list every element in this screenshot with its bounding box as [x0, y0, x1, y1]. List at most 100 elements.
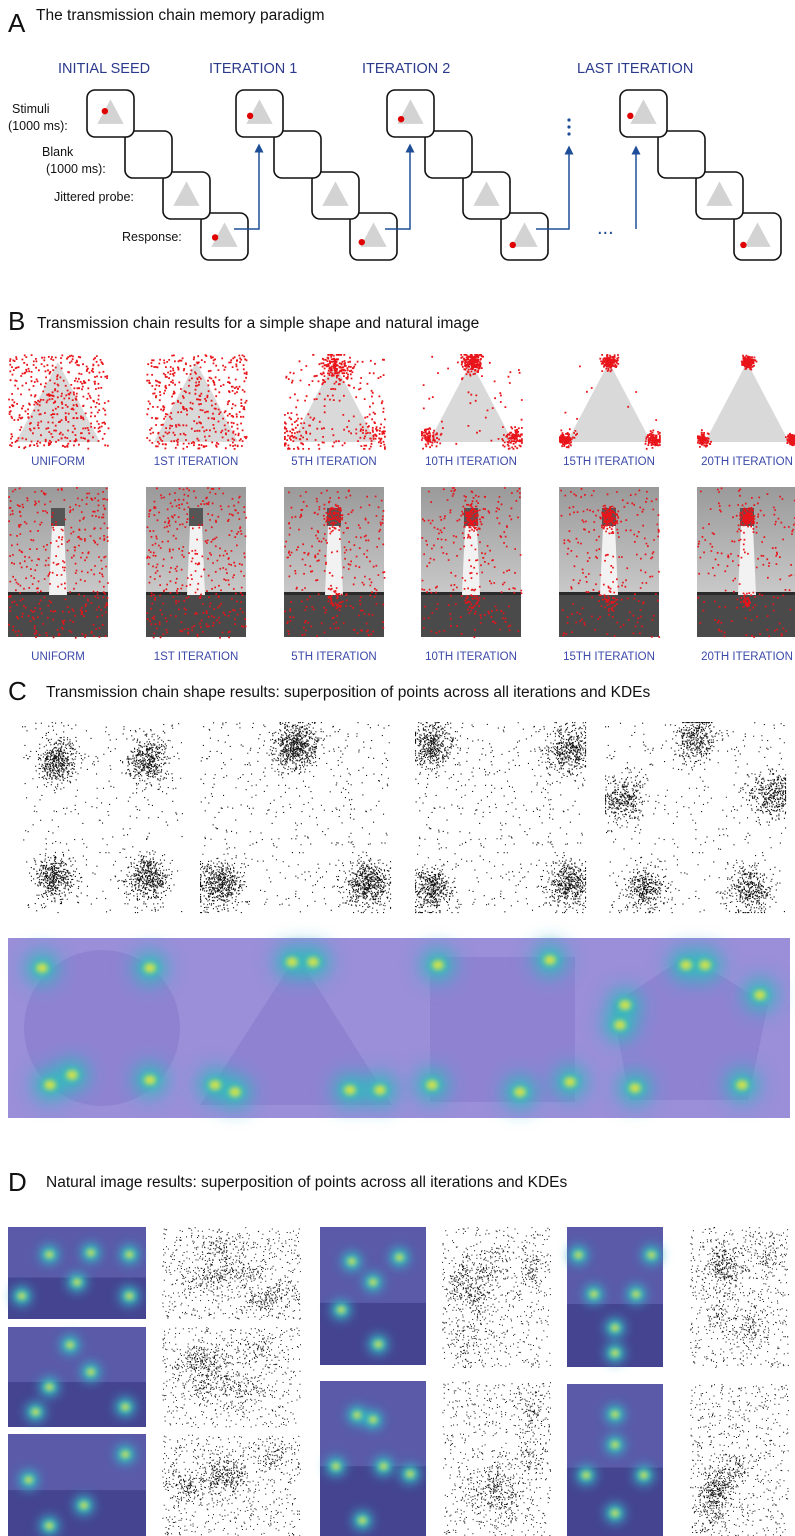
kde-density-peak	[31, 959, 53, 977]
triangle-stimulus	[246, 99, 273, 124]
scatter-points	[284, 354, 386, 450]
kde-density-peak	[118, 1448, 133, 1461]
column-label-iteration-1: ITERATION 1	[209, 61, 297, 77]
natural-image-grid	[8, 1227, 789, 1536]
image-scatter-tile	[690, 1384, 789, 1536]
triangle-stimulus	[211, 222, 238, 247]
triangle-stimulus	[16, 362, 100, 442]
lighthouse-lantern	[51, 508, 65, 526]
image-kde-tile	[8, 1227, 146, 1319]
image-kde-tile	[565, 1227, 665, 1367]
kde-density-peak	[644, 1249, 659, 1261]
trial-stack	[386, 89, 549, 261]
lighthouse-tower	[187, 526, 205, 595]
kde-density-peak	[334, 1303, 349, 1316]
scatter-points	[162, 1434, 301, 1536]
kde-density-peak	[39, 1076, 61, 1094]
vertical-ellipsis	[567, 118, 571, 136]
kde-density-peak	[371, 1338, 386, 1351]
row-label-stimuli-duration: (1000 ms):	[8, 119, 68, 133]
response-frame	[200, 212, 249, 261]
kde-density-peak	[204, 1076, 226, 1094]
image-scatter-tile	[162, 1327, 301, 1428]
panel-b-letter: B	[8, 306, 25, 336]
shape-iteration-caption: 15TH ITERATION	[563, 456, 655, 468]
remembered-location-dot	[509, 241, 516, 249]
stimulus-frame	[235, 89, 284, 138]
lighthouse-photo-ground	[559, 595, 659, 637]
kde-tile-peaks	[579, 1408, 651, 1520]
kde-tile-peaks	[334, 1251, 407, 1351]
kde-density-peak	[83, 1246, 98, 1259]
blank-frame	[424, 130, 473, 179]
kde-density-peak	[608, 1321, 622, 1334]
shape-iteration-caption: 20TH ITERATION	[701, 456, 793, 468]
trial-stack	[86, 89, 249, 261]
image-iteration-caption: 5TH ITERATION	[291, 651, 376, 663]
kde-density-peak	[224, 1083, 246, 1101]
kde-density-peak	[328, 1460, 343, 1473]
triangle-stimulus	[706, 181, 733, 206]
row-label-response: Response:	[122, 230, 182, 244]
kde-density-peak	[629, 1288, 644, 1301]
kde-density-peak	[42, 1381, 57, 1393]
feedback-arrow	[536, 145, 574, 230]
lighthouse-tower	[738, 526, 756, 595]
lighthouse-photo-ground	[421, 595, 521, 637]
response-frame	[500, 212, 549, 261]
image-scatter-tile	[162, 1227, 301, 1320]
image-iteration-row: UNIFORM 1ST ITERATION 5TH ITERATION 10TH IT…	[8, 487, 795, 663]
kde-density-peak	[539, 951, 561, 969]
triangle-stimulus	[511, 222, 538, 247]
scatter-points	[605, 722, 787, 914]
kde-density-peak	[403, 1468, 418, 1480]
kde-peaks	[31, 951, 771, 1101]
kde-density-peak	[586, 1288, 601, 1301]
stimulus-frame	[86, 89, 135, 138]
scatter-points	[442, 1227, 551, 1368]
kde-density-peak	[509, 1083, 531, 1101]
pentagon-outline	[612, 955, 768, 1100]
kde-tile-peaks	[28, 1339, 133, 1418]
stimulus-frame	[619, 89, 668, 138]
triangle-stimulus	[360, 222, 387, 247]
kde-density-peak	[608, 1408, 622, 1421]
kde-density-peak	[70, 1276, 84, 1289]
triangle-stimulus	[173, 181, 200, 206]
triangle-stimulus	[292, 362, 376, 442]
row-label-stimuli: Stimuli	[12, 102, 50, 116]
kde-density-peak	[14, 1290, 29, 1302]
kde-density-peak	[675, 956, 697, 974]
kde-density-peak	[61, 1066, 83, 1084]
kde-density-peak	[350, 1409, 365, 1422]
scatter-points	[690, 1227, 789, 1368]
kde-density-peak	[366, 1413, 380, 1426]
kde-tile-peaks	[571, 1249, 659, 1359]
triangle-stimulus	[322, 181, 349, 206]
shape-iteration-cell: UNIFORM	[8, 354, 110, 468]
image-scatter-tile	[442, 1381, 551, 1536]
remembered-location-dot	[211, 234, 219, 241]
shape-iteration-caption: 10TH ITERATION	[425, 456, 517, 468]
shape-scatter-cell	[415, 722, 587, 914]
kde-density-peak	[608, 1438, 622, 1451]
kde-density-peak	[608, 1507, 622, 1520]
remembered-location-dot	[627, 112, 634, 120]
kde-density-peak	[392, 1251, 407, 1264]
image-iteration-cell: 20TH ITERATION	[697, 487, 795, 663]
kde-density-peak	[122, 1248, 137, 1261]
probe-frame	[462, 171, 511, 220]
triangle-outline	[200, 955, 392, 1105]
scatter-points	[200, 722, 392, 914]
shape-iteration-row: UNIFORM 1ST ITERATION 5TH ITERATION 10TH IT…	[8, 354, 795, 468]
lighthouse-tower	[49, 526, 67, 595]
image-kde-tile	[320, 1381, 426, 1536]
triangle-stimulus	[154, 362, 238, 442]
kde-density-peak	[624, 1079, 646, 1097]
shape-iteration-cell: 15TH ITERATION	[559, 354, 661, 468]
shape-scatter-row	[22, 722, 787, 914]
kde-density-peak	[83, 1366, 98, 1378]
kde-density-peak	[731, 1076, 753, 1094]
kde-density-peak	[355, 1514, 370, 1527]
shape-iteration-cell: 5TH ITERATION	[284, 354, 386, 468]
